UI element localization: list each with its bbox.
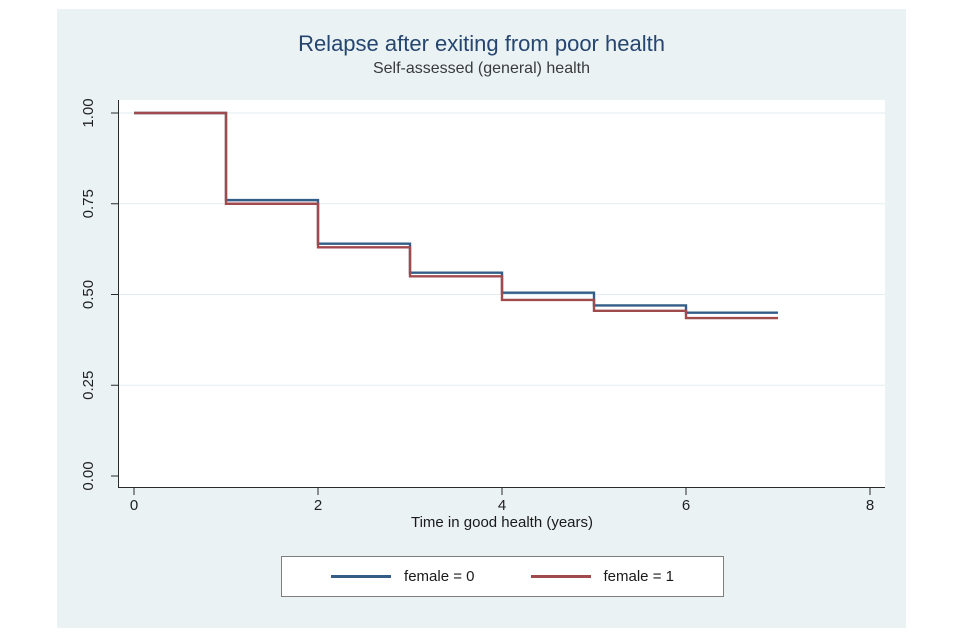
legend-entry-female-0: female = 0 (331, 568, 475, 585)
x-tick-label: 4 (498, 497, 506, 514)
legend-line-swatch-female-0 (331, 575, 392, 578)
figure-card: Relapse after exiting from poor health S… (57, 9, 906, 628)
legend-label-female-0: female = 0 (404, 568, 475, 585)
legend: female = 0 female = 1 (281, 556, 724, 597)
x-axis-title: Time in good health (years) (411, 514, 593, 531)
x-tick-label: 2 (314, 497, 322, 514)
legend-label-female-1: female = 1 (603, 568, 674, 585)
chart-subtitle: Self-assessed (general) health (372, 60, 590, 77)
y-tick-label: 1.00 (80, 98, 97, 127)
y-tick-label: 0.50 (80, 280, 97, 309)
legend-entry-female-1: female = 1 (530, 568, 674, 585)
series-step-line-1 (134, 111, 778, 320)
y-tick-label: 0.25 (80, 371, 97, 400)
x-tick-label: 0 (130, 497, 138, 514)
legend-line-swatch-female-1 (530, 575, 591, 578)
x-tick-label: 8 (866, 497, 874, 514)
x-tick-label: 6 (682, 497, 690, 514)
y-tick-label: 0.75 (80, 189, 97, 218)
series-step-line-0 (134, 111, 778, 314)
y-tick-label: 0.00 (80, 461, 97, 490)
plot-area: 0.00 0.25 0.50 0.75 1.00 0 2 4 6 8 Time in good he… (80, 98, 885, 531)
chart-title: Relapse after exiting from poor health (298, 31, 665, 56)
